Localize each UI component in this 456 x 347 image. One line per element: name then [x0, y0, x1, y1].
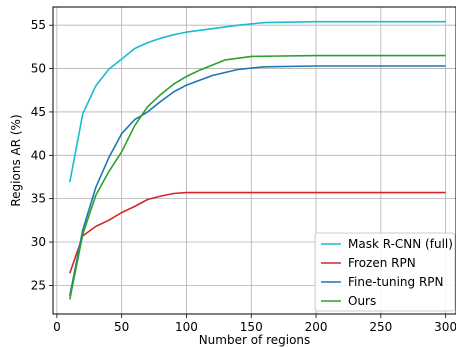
x-axis-label: Number of regions — [199, 333, 311, 347]
y-tick-label: 50 — [31, 62, 46, 76]
x-tick-label: 150 — [240, 320, 263, 334]
x-tick-label: 300 — [434, 320, 456, 334]
legend: Mask R-CNN (full) Frozen RPN Fine-tuning R… — [314, 232, 456, 312]
y-tick-label: 30 — [31, 235, 46, 249]
series-line-ours — [69, 54, 446, 300]
y-tick-label: 55 — [31, 18, 46, 32]
y-axis-ticks: 25 30 35 40 45 50 55 — [31, 18, 53, 292]
series-line-mask-r-cnn-full — [69, 20, 446, 183]
legend-entry: Mask R-CNN (full) — [348, 237, 453, 251]
x-tick-label: 50 — [114, 320, 129, 334]
y-tick-label: 35 — [31, 192, 46, 206]
x-tick-label: 200 — [305, 320, 328, 334]
series-lines — [69, 20, 446, 300]
x-axis-ticks: 0 50 100 150 200 250 300 — [53, 314, 456, 334]
legend-entry: Frozen RPN — [348, 256, 416, 270]
x-tick-label: 100 — [175, 320, 198, 334]
y-tick-label: 40 — [31, 148, 46, 162]
series-line-frozen-rpn — [69, 191, 446, 274]
plot-frame — [52, 6, 456, 315]
y-axis-label: Regions AR (%) — [9, 114, 23, 206]
legend-entry: Fine-tuning RPN — [348, 275, 444, 289]
legend-box — [314, 232, 456, 312]
y-tick-label: 45 — [31, 105, 46, 119]
series-line-fine-tuning-rpn — [69, 65, 446, 296]
x-tick-label: 0 — [53, 320, 61, 334]
legend-entry: Ours — [348, 294, 376, 308]
x-tick-label: 250 — [369, 320, 392, 334]
y-tick-label: 25 — [31, 278, 46, 292]
